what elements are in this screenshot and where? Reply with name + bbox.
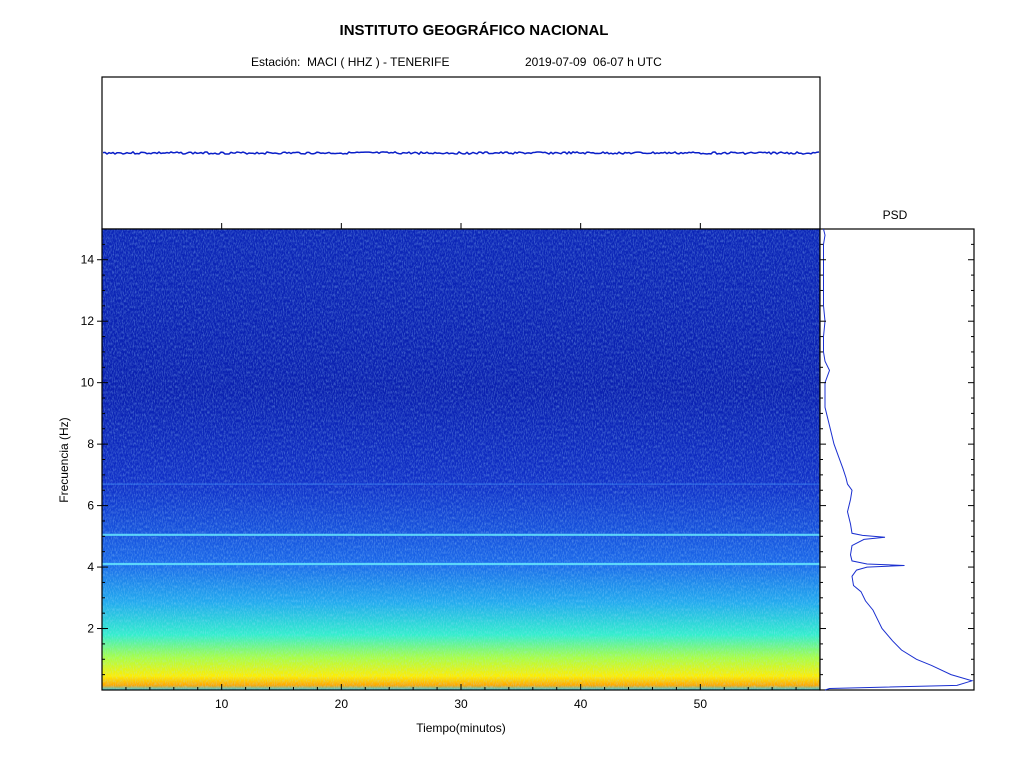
x-tick-label: 30 (454, 697, 468, 711)
station-label: Estación: MACI ( HHZ ) - TENERIFE (251, 55, 450, 69)
spectrogram (102, 229, 820, 690)
y-tick-label: 14 (81, 253, 95, 267)
y-tick-label: 2 (87, 622, 94, 636)
x-tick-label: 50 (694, 697, 708, 711)
y-tick-label: 10 (81, 376, 95, 390)
chart-title: INSTITUTO GEOGRÁFICO NACIONAL (339, 22, 609, 39)
psd-title: PSD (883, 208, 908, 222)
y-axis-label: Frecuencia (Hz) (57, 417, 71, 502)
x-axis-label: Tiempo(minutos) (416, 721, 506, 735)
x-tick-label: 20 (335, 697, 349, 711)
spectrogram-noise (102, 229, 820, 690)
y-tick-label: 4 (87, 560, 94, 574)
y-tick-label: 6 (87, 499, 94, 513)
seismogram-trace (102, 150, 820, 156)
psd-frame (819, 228, 975, 691)
x-tick-label: 10 (215, 697, 229, 711)
datetime-label: 2019-07-09 06-07 h UTC (525, 55, 662, 69)
x-tick-label: 40 (574, 697, 588, 711)
y-tick-label: 12 (81, 314, 95, 328)
y-tick-label: 8 (87, 437, 94, 451)
psd-curve (823, 228, 974, 691)
